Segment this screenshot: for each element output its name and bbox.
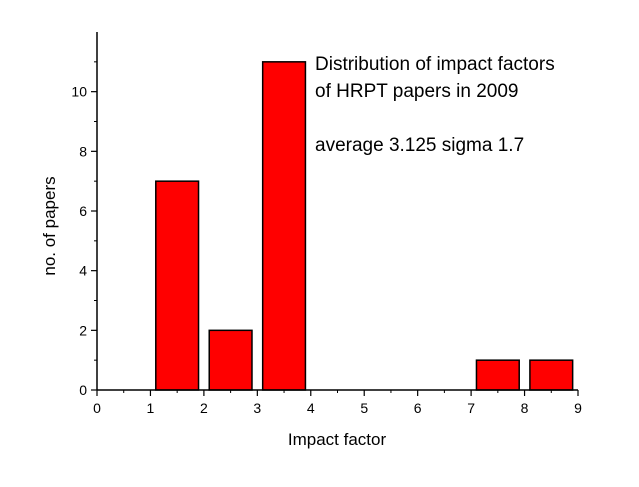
bar-0 <box>155 180 200 391</box>
y-tick-label-2: 4 <box>79 263 87 279</box>
annotation-line-2: of HRPT papers in 2009 <box>315 81 519 102</box>
y-tick-label-0: 0 <box>79 382 87 398</box>
x-tick-label-0: 0 <box>93 400 101 416</box>
bars-group <box>155 61 574 391</box>
y-tick-label-1: 2 <box>79 322 87 338</box>
x-tick-label-1: 1 <box>147 400 155 416</box>
bar-1 <box>208 329 253 391</box>
ticks-group: 0 1 2 3 4 5 6 7 8 9 0 2 4 6 8 10 <box>71 61 582 416</box>
x-tick-label-4: 4 <box>307 400 315 416</box>
x-tick-label-9: 9 <box>574 400 582 416</box>
annotation-line-3: average 3.125 sigma 1.7 <box>315 135 524 156</box>
y-tick-label-3: 6 <box>79 203 87 219</box>
x-tick-label-6: 6 <box>414 400 422 416</box>
x-tick-label-7: 7 <box>467 400 475 416</box>
bar-3 <box>475 359 520 391</box>
y-axis-label: no. of papers <box>40 176 59 275</box>
x-tick-label-3: 3 <box>253 400 261 416</box>
bar-4 <box>529 359 574 391</box>
y-tick-label-4: 8 <box>79 143 87 159</box>
bar-2 <box>261 61 307 391</box>
x-tick-label-2: 2 <box>200 400 208 416</box>
y-tick-label-5: 10 <box>71 84 87 100</box>
x-axis-label: Impact factor <box>288 430 387 449</box>
x-tick-label-8: 8 <box>521 400 529 416</box>
annotation-line-1: Distribution of impact factors <box>315 54 555 75</box>
x-tick-label-5: 5 <box>360 400 368 416</box>
